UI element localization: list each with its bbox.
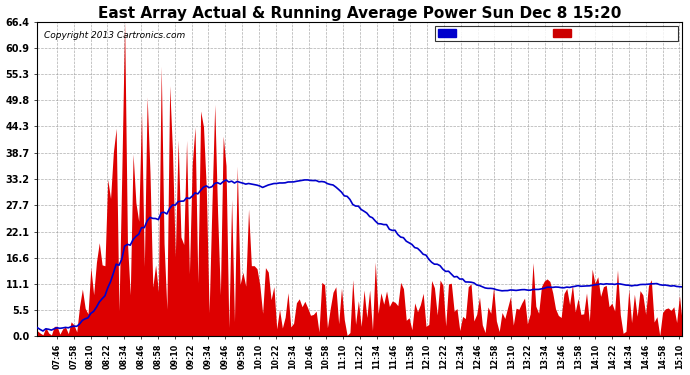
Legend: Average  (DC Watts), East Array  (DC Watts): Average (DC Watts), East Array (DC Watts… (435, 26, 678, 40)
Title: East Array Actual & Running Average Power Sun Dec 8 15:20: East Array Actual & Running Average Powe… (98, 6, 622, 21)
Text: Copyright 2013 Cartronics.com: Copyright 2013 Cartronics.com (43, 31, 185, 40)
